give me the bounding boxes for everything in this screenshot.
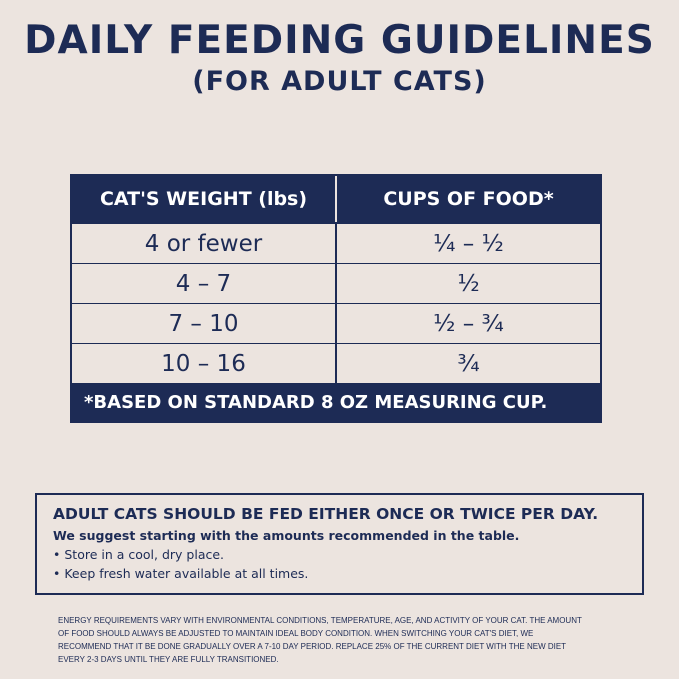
bullet-icon: • [53,566,65,581]
bullet-text: Keep fresh water available at all times. [64,566,309,581]
bullet-item: • Store in a cool, dry place. [53,547,626,562]
weight-cell: 4 or fewer [72,224,337,263]
info-box: ADULT CATS SHOULD BE FED EITHER ONCE OR … [35,493,644,595]
table-row: 7 – 10 ½ – ¾ [72,304,600,343]
cups-cell: ¼ – ½ [433,230,504,257]
page-title: DAILY FEEDING GUIDELINES [24,18,655,63]
bullet-item: • Keep fresh water available at all time… [53,566,626,581]
disclaimer: ENERGY REQUIREMENTS VARY WITH ENVIRONMEN… [58,615,582,664]
weight-cell: 4 – 7 [72,264,337,303]
cups-cell: ½ [457,270,480,297]
info-bullets: • Store in a cool, dry place. • Keep fre… [53,547,626,581]
weight-cell: 10 – 16 [72,344,337,383]
bullet-icon: • [53,547,65,562]
weight-cell: 7 – 10 [72,304,337,343]
table-header-row: CAT'S WEIGHT (lbs) CUPS OF FOOD* [72,176,600,222]
header-weight: CAT'S WEIGHT (lbs) [72,176,337,222]
page-subtitle: (FOR ADULT CATS) [192,66,487,97]
cups-cell: ½ – ¾ [433,310,504,337]
info-intro: We suggest starting with the amounts rec… [53,528,520,543]
bullet-text: Store in a cool, dry place. [64,547,225,562]
table-row: 4 or fewer ¼ – ½ [72,224,600,263]
table-row: 4 – 7 ½ [72,264,600,303]
table-footnote: *BASED ON STANDARD 8 OZ MEASURING CUP. [72,383,600,421]
info-heading: ADULT CATS SHOULD BE FED EITHER ONCE OR … [53,505,599,523]
header-cups: CUPS OF FOOD* [383,188,554,210]
feeding-table: CAT'S WEIGHT (lbs) CUPS OF FOOD* 4 or fe… [70,174,602,423]
table-row: 10 – 16 ¾ [72,344,600,383]
cups-cell: ¾ [457,350,480,377]
